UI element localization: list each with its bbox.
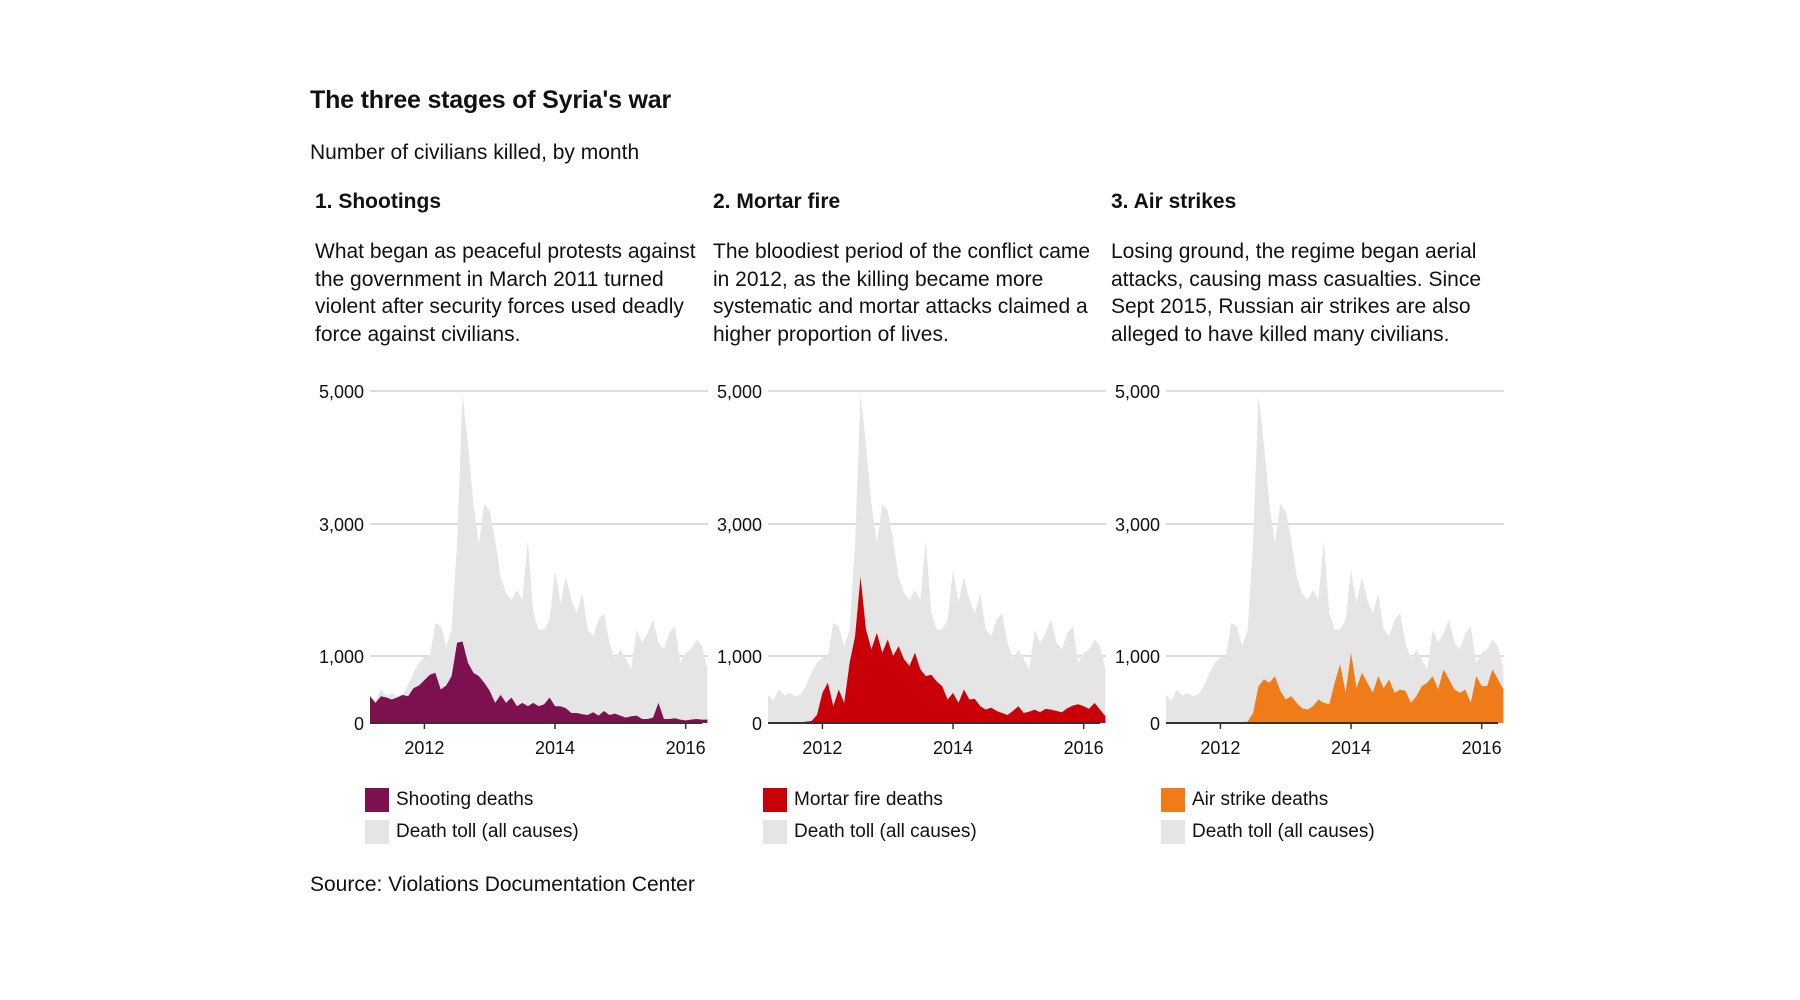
legend-swatch-total [763,820,787,844]
legend-swatch-air [1161,788,1185,812]
panel-3-heading: 3. Air strikes [1111,190,1237,213]
panel-2-heading: 2. Mortar fire [713,190,841,213]
x-tick-label: 2012 [802,738,842,758]
area-mortar-deaths [768,576,1106,723]
legend-label-shooting: Shooting deaths [396,789,534,810]
panel-3-legend: Air strike deaths Death toll (all causes… [1161,784,1375,848]
legend-label-air: Air strike deaths [1192,789,1329,810]
y-tick-label: 3,000 [319,515,364,535]
panel-1-description: What began as peaceful protests against … [315,240,696,346]
area-death-toll-total [1166,394,1504,723]
area-shooting-deaths [370,641,708,723]
legend-label-total: Death toll (all causes) [1192,821,1375,842]
legend-item-total: Death toll (all causes) [1161,816,1375,848]
x-tick-label: 2016 [1462,738,1502,758]
y-tick-label: 1,000 [717,647,762,667]
panel-2-legend: Mortar fire deaths Death toll (all cause… [763,784,977,848]
y-tick-label: 0 [354,714,364,734]
chart-title: The three stages of Syria's war [310,86,671,114]
y-tick-label: 5,000 [319,382,364,402]
legend-item-total: Death toll (all causes) [365,816,579,848]
legend-label-total: Death toll (all causes) [794,821,977,842]
legend-item-air: Air strike deaths [1161,784,1375,816]
legend-label-mortar: Mortar fire deaths [794,789,943,810]
source-note: Source: Violations Documentation Center [310,873,695,896]
x-tick-label: 2016 [1064,738,1104,758]
y-tick-label: 5,000 [717,382,762,402]
panel-3-chart: 5,000 3,000 1,000 0 2012 2014 2016 [1115,382,1504,758]
chart-subtitle: Number of civilians killed, by month [310,141,640,164]
legend-item-total: Death toll (all causes) [763,816,977,848]
x-tick-label: 2014 [535,738,575,758]
legend-item-shooting: Shooting deaths [365,784,579,816]
x-tick-label: 2012 [404,738,444,758]
area-death-toll-total [768,394,1106,723]
legend-swatch-shooting [365,788,389,812]
x-tick-label: 2014 [933,738,973,758]
y-tick-label: 1,000 [1115,647,1160,667]
x-tick-label: 2016 [666,738,706,758]
x-tick-label: 2012 [1200,738,1240,758]
panel-2-chart: 5,000 3,000 1,000 0 2012 2014 2016 [717,382,1106,758]
y-tick-label: 0 [1150,714,1160,734]
legend-item-mortar: Mortar fire deaths [763,784,977,816]
panel-1-chart: 5,000 3,000 1,000 0 2012 2014 2016 [319,382,708,758]
y-tick-label: 3,000 [717,515,762,535]
legend-swatch-total [1161,820,1185,844]
panel-3-description: Losing ground, the regime began aerial a… [1111,240,1482,346]
legend-swatch-mortar [763,788,787,812]
legend-swatch-total [365,820,389,844]
area-death-toll-total [370,394,708,723]
panel-2-description: The bloodiest period of the conflict cam… [713,240,1091,346]
panel-1-legend: Shooting deaths Death toll (all causes) [365,784,579,848]
y-tick-label: 3,000 [1115,515,1160,535]
x-tick-label: 2014 [1331,738,1371,758]
area-air-deaths [1166,652,1504,723]
legend-label-total: Death toll (all causes) [396,821,579,842]
y-tick-label: 5,000 [1115,382,1160,402]
y-tick-label: 1,000 [319,647,364,667]
y-tick-label: 0 [752,714,762,734]
panel-1-heading: 1. Shootings [315,190,441,213]
